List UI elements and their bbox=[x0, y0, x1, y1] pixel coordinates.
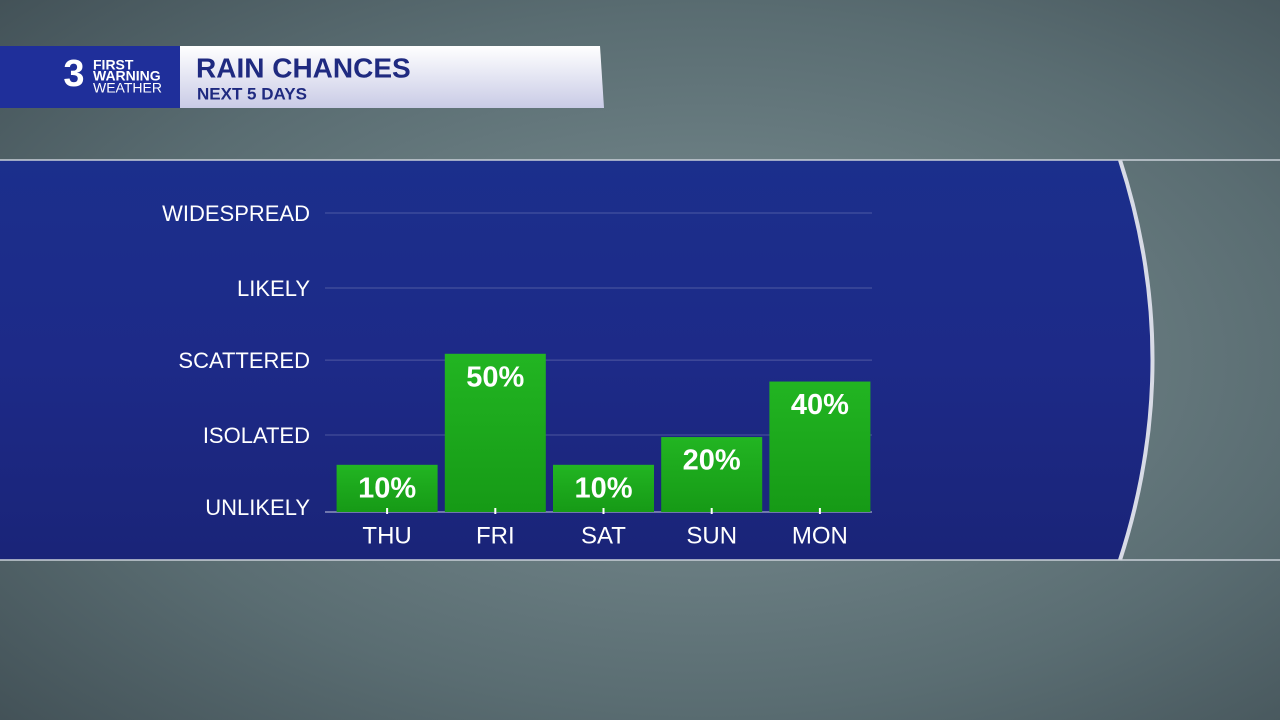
bar bbox=[769, 381, 871, 512]
title-banner bbox=[180, 46, 604, 108]
y-tick-label: SCATTERED bbox=[178, 348, 310, 373]
panel-edge bbox=[1118, 159, 1155, 561]
logo-box bbox=[0, 46, 180, 108]
y-tick-label: ISOLATED bbox=[203, 423, 310, 448]
bar-value-label: 10% bbox=[574, 472, 632, 504]
logo-number: 3 bbox=[63, 53, 84, 95]
logo-text: WARNING bbox=[93, 68, 161, 84]
x-tick-label: FRI bbox=[476, 522, 515, 549]
x-tick-label: SAT bbox=[581, 522, 626, 549]
x-tick-label: SUN bbox=[686, 522, 737, 549]
bar-value-label: 40% bbox=[791, 389, 849, 421]
x-tick-label: THU bbox=[362, 522, 411, 549]
chart-subtitle: NEXT 5 DAYS bbox=[197, 84, 307, 103]
bar-value-label: 10% bbox=[358, 472, 416, 504]
logo-text: FIRST bbox=[93, 57, 134, 73]
bar-value-label: 50% bbox=[466, 361, 524, 393]
bar-value-label: 20% bbox=[683, 445, 741, 477]
bar bbox=[444, 353, 546, 512]
x-tick-label: MON bbox=[792, 522, 848, 549]
bar bbox=[336, 464, 438, 512]
logo-text: WEATHER bbox=[93, 80, 162, 96]
y-tick-label: WIDESPREAD bbox=[162, 201, 310, 226]
bar bbox=[661, 437, 763, 512]
y-tick-label: LIKELY bbox=[237, 276, 310, 301]
chart-title: RAIN CHANCES bbox=[196, 52, 411, 83]
y-tick-label: UNLIKELY bbox=[205, 495, 310, 520]
bar bbox=[553, 464, 654, 512]
